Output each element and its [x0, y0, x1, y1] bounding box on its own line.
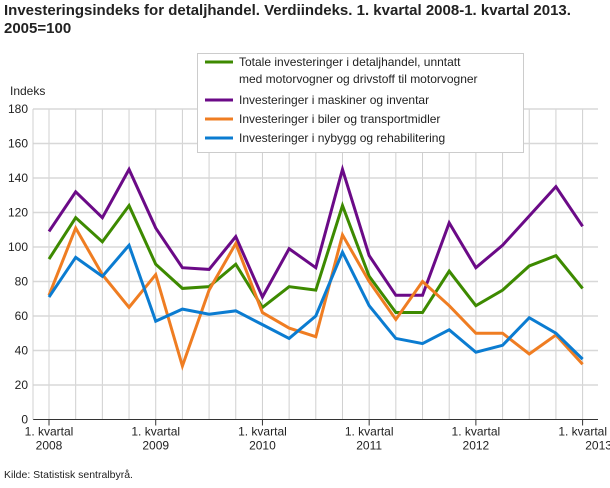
y-tick-label: 140 — [8, 171, 28, 185]
x-tick-label: 1. kvartal — [558, 425, 607, 439]
y-tick-label: 80 — [15, 275, 29, 289]
legend-label: Investeringer i biler og transportmidler — [239, 112, 440, 126]
series-line — [47, 224, 584, 371]
source-note: Kilde: Statistisk sentralbyrå. — [4, 469, 133, 481]
legend-label: Investeringer i maskiner og inventar — [239, 93, 429, 107]
legend-label: Totale investeringer i detaljhandel, unn… — [239, 55, 461, 69]
x-tick-label: 2009 — [142, 439, 169, 453]
series-line — [47, 163, 584, 301]
x-tick-label: 2012 — [463, 439, 490, 453]
x-tick-label: 1. kvartal — [131, 425, 180, 439]
series-line — [47, 242, 584, 361]
x-tick-label: 1. kvartal — [238, 425, 287, 439]
y-tick-label: 160 — [8, 137, 28, 151]
y-tick-label: 180 — [8, 102, 28, 116]
legend-label: Investeringer i nybygg og rehabilitering — [239, 131, 445, 145]
y-tick-label: 40 — [15, 344, 29, 358]
x-tick-label: 1. kvartal — [345, 425, 394, 439]
chart-title: Investeringsindeks for detaljhandel. Ver… — [4, 2, 571, 37]
x-tick-label: 1. kvartal — [25, 425, 74, 439]
x-tick-label: 2011 — [356, 439, 382, 453]
y-tick-label: 120 — [8, 206, 28, 220]
series-line — [47, 201, 584, 315]
y-tick-label: 20 — [15, 378, 29, 392]
y-tick-label: 0 — [21, 413, 28, 427]
x-tick-label: 2013 — [585, 439, 610, 453]
legend-box — [197, 53, 524, 153]
x-tick-label: 2010 — [249, 439, 276, 453]
x-tick-label: 2008 — [36, 439, 63, 453]
legend-label: med motorvogner og drivstoff til motorvo… — [239, 72, 478, 86]
y-axis-label: Indeks — [10, 84, 46, 98]
x-tick-label: 1. kvartal — [452, 425, 501, 439]
y-tick-label: 100 — [8, 240, 28, 254]
y-tick-label: 60 — [15, 309, 29, 323]
